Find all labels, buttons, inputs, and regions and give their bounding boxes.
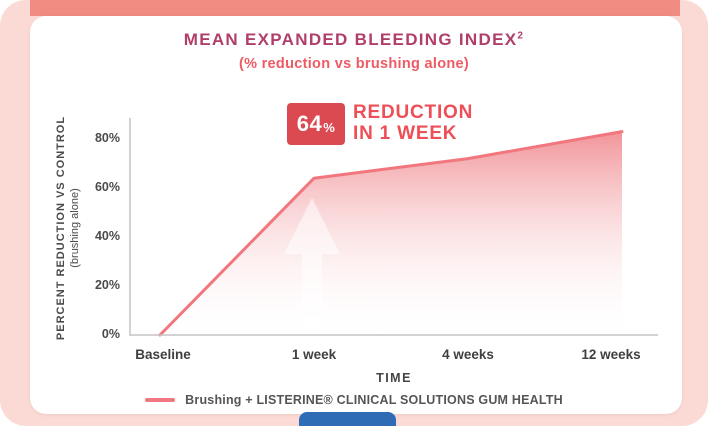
legend: Brushing + LISTERINE® CLINICAL SOLUTIONS… (0, 393, 708, 407)
reduction-badge: 64% (287, 103, 345, 145)
chart-title-text: MEAN EXPANDED BLEEDING INDEX (183, 30, 518, 49)
x-tick-label-4-weeks: 4 weeks (442, 347, 494, 362)
chart-subtitle: (% reduction vs brushing alone) (238, 56, 470, 72)
badge-caption-line2: IN 1 WEEK (353, 123, 458, 144)
y-tick-label-80: 80% (94, 131, 120, 145)
y-axis-label-main: PERCENT REDUCTION VS CONTROL (55, 115, 67, 341)
legend-label: Brushing + LISTERINE® CLINICAL SOLUTIONS… (185, 393, 563, 407)
x-tick-label-12-weeks: 12 weeks (581, 347, 641, 362)
chart-title-footnote-marker: 2 (517, 30, 525, 42)
y-tick-label-40: 40% (94, 229, 120, 243)
badge-caption: REDUCTION IN 1 WEEK (353, 102, 473, 144)
badge-percent-sign: % (323, 120, 336, 135)
top-accent-strip (30, 0, 680, 16)
x-tick-label-1-week: 1 week (291, 347, 337, 362)
x-tick-label-baseline: Baseline (135, 347, 191, 362)
bottle-cap-decoration (299, 412, 396, 426)
chart-title: MEAN EXPANDED BLEEDING INDEX2 (0, 30, 708, 50)
y-tick-label-60: 60% (94, 180, 120, 194)
legend-line-swatch (145, 398, 176, 402)
badge-value: 64 (296, 111, 323, 136)
y-tick-label-0: 0% (101, 327, 120, 341)
badge-caption-line1: REDUCTION (353, 102, 474, 123)
y-tick-label-20: 20% (94, 278, 120, 292)
x-axis-title: TIME (376, 371, 412, 385)
